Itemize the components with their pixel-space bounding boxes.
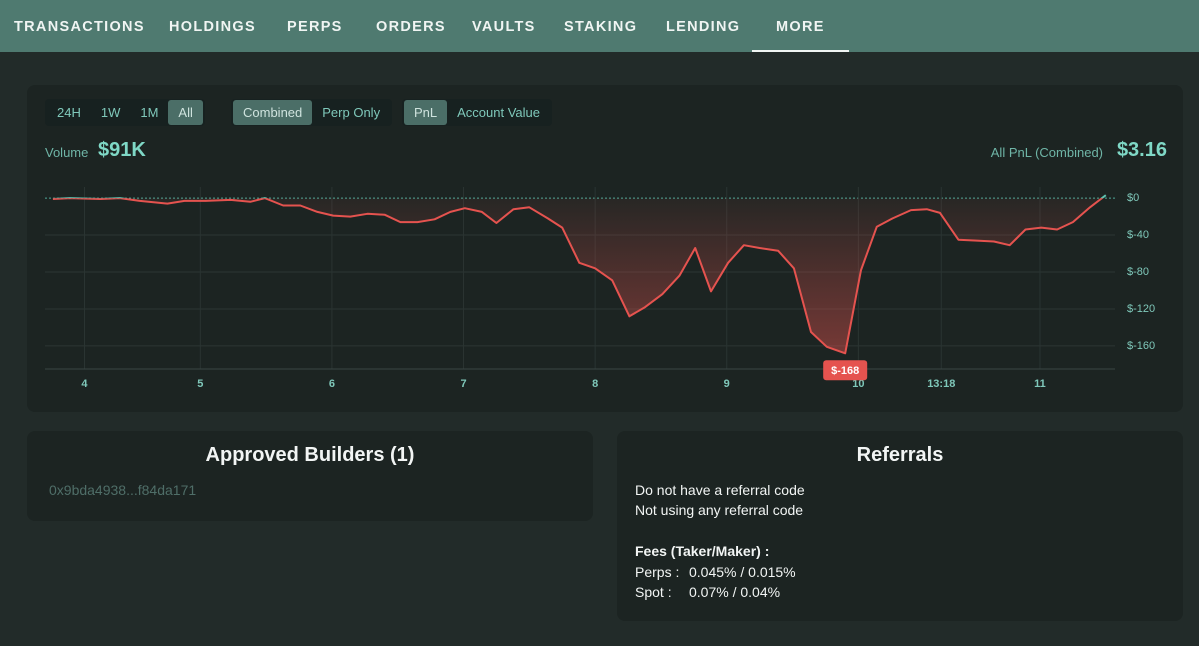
range-group: 24H 1W 1M All — [45, 99, 205, 126]
x-tick-label: 5 — [197, 378, 203, 390]
pnl-value: $3.16 — [1116, 139, 1167, 161]
fee-value: 0.045% / 0.015% — [689, 564, 796, 580]
nav-tab[interactable]: HOLDINGS — [169, 19, 256, 35]
nav-bar: TRANSACTIONS HOLDINGS PERPS ORDERS VAULTS STA… — [0, 0, 1199, 52]
volume-value: $91K — [98, 139, 146, 161]
referral-line: Do not have a referral code — [635, 482, 805, 498]
area — [52, 198, 1103, 354]
referrals-title: Referrals — [856, 444, 944, 466]
fees-title: Fees (Taker/Maker) : — [635, 543, 770, 559]
y-tick-label: $-160 — [1127, 340, 1155, 352]
nav-tab[interactable]: PERPS — [287, 19, 343, 35]
nav-tab[interactable]: VAULTS — [472, 19, 536, 35]
min-badge — [823, 360, 868, 381]
metric-group: PnL Account Value — [402, 99, 553, 126]
builders-title: Approved Builders (1) — [205, 444, 415, 466]
x-tick-label: 6 — [329, 378, 335, 390]
builder-address[interactable]: 0x9bda4938...f84da171 — [49, 482, 197, 498]
fee-name: Spot : — [635, 584, 672, 600]
nav-tab[interactable]: MORE — [752, 0, 849, 52]
volume-label: Volume — [45, 145, 89, 160]
pnl-label: All PnL (Combined) — [990, 145, 1103, 160]
x-tick-label: 8 — [592, 378, 598, 390]
filter-button[interactable]: Perp Only — [322, 105, 381, 120]
referral-line: Not using any referral code — [635, 502, 804, 518]
y-tick-label: $0 — [1127, 192, 1139, 204]
chart: $0 $-40 $-80 $-120 $-160 4 5 6 7 8 9 10 13:18 11 $-168 — [45, 187, 1155, 390]
y-tick-label: $-120 — [1127, 303, 1155, 315]
x-tick-label: 11 — [1034, 378, 1046, 390]
referrals-card — [617, 431, 1183, 621]
x-tick-label: 10 — [852, 378, 864, 390]
x-tick-label: 9 — [724, 378, 730, 390]
y-tick-label: $-40 — [1127, 229, 1149, 241]
nav-tab[interactable]: LENDING — [666, 19, 741, 35]
fee-value: 0.07% / 0.04% — [689, 584, 781, 600]
mode-group: Combined Perp Only — [231, 99, 393, 126]
min-label: $-168 — [831, 365, 859, 377]
x-tick-label: 4 — [81, 378, 88, 390]
filter-button[interactable]: Account Value — [457, 105, 541, 120]
nav-tab[interactable]: TRANSACTIONS — [14, 19, 145, 35]
filter-button[interactable]: Combined — [233, 100, 313, 125]
x-tick-label: 7 — [460, 378, 466, 390]
y-tick-label: $-80 — [1127, 266, 1149, 278]
fee-name: Perps : — [635, 564, 680, 580]
line-negative — [52, 198, 1104, 355]
x-tick-label: 13:18 — [927, 378, 955, 390]
filter-button[interactable]: 1M — [140, 105, 159, 120]
nav-tab[interactable]: ORDERS — [376, 19, 446, 35]
filter-button[interactable]: 1W — [100, 105, 121, 120]
filter-button[interactable]: PnL — [404, 100, 448, 125]
filter-button[interactable]: All — [168, 100, 203, 125]
nav-tab[interactable]: STAKING — [564, 19, 638, 35]
builders-card — [27, 431, 593, 521]
filter-button[interactable]: 24H — [57, 105, 81, 120]
